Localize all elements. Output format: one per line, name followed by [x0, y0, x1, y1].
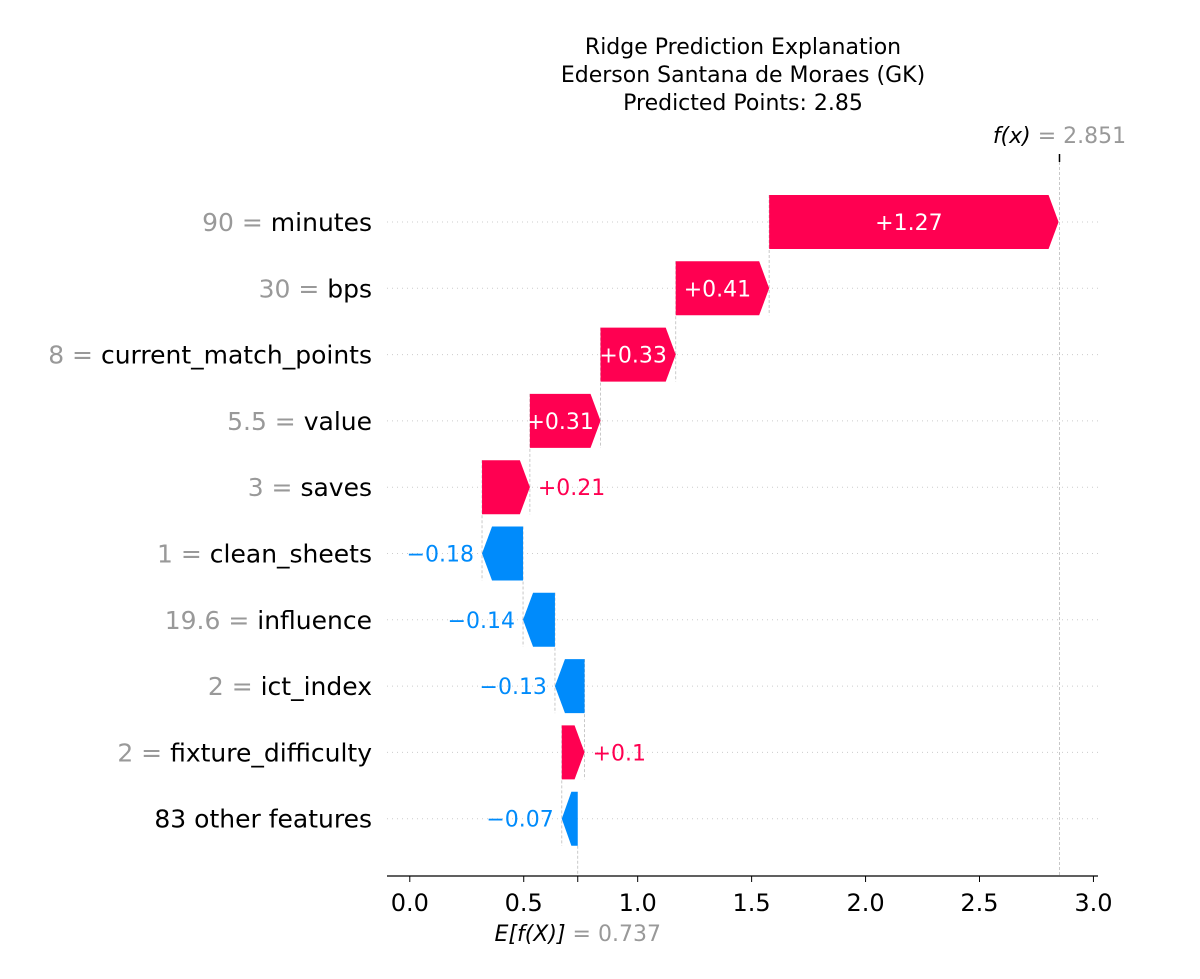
feature-value: 19.6 = [165, 606, 258, 635]
feature-name: 83 other features [154, 805, 372, 834]
bar-value-label: −0.14 [448, 609, 515, 634]
feature-name: clean_sheets [210, 540, 372, 569]
bar-value-label: −0.18 [407, 543, 474, 568]
feature-name: value [304, 407, 372, 436]
contribution-bar [561, 725, 585, 780]
feature-label: 2 = fixture_difficulty [117, 738, 372, 767]
feature-label: 19.6 = influence [165, 606, 372, 635]
x-axis: 0.0 0.5 1.0 1.5 2.0 2.5 3.0 E[f(X)] = 0.737 [387, 875, 1113, 947]
contribution-bars: +1.27 +0.41 +0.33 +0.31 +0.21 −0.18 −0.14 −0.13… [407, 195, 1059, 846]
feature-value: 1 = [157, 540, 210, 569]
bar-value-label: +0.1 [593, 741, 646, 766]
feature-name: fixture_difficulty [170, 738, 372, 767]
x-tick-label: 1.0 [619, 889, 657, 917]
feature-name: saves [300, 473, 372, 502]
feature-label: 8 = current_match_points [48, 341, 372, 370]
feature-value: 30 = [259, 274, 328, 303]
output-axis: f(x) = 2.851 [993, 124, 1126, 162]
feature-label: 30 = bps [259, 274, 372, 303]
feature-name: influence [257, 606, 372, 635]
output-value-prefix: f(x) [993, 124, 1031, 149]
bar-value-label: +0.21 [538, 476, 605, 501]
feature-label: 90 = minutes [202, 208, 372, 237]
feature-name: ict_index [261, 672, 372, 701]
x-tick-label: 3.0 [1074, 889, 1112, 917]
feature-label: 83 other features [154, 805, 372, 834]
feature-value: 5.5 = [227, 407, 304, 436]
bar-value-label: +0.31 [526, 410, 593, 435]
feature-name: current_match_points [101, 341, 372, 370]
output-value-number: = 2.851 [1031, 124, 1126, 149]
bar-value-label: +1.27 [875, 211, 942, 236]
feature-label: 1 = clean_sheets [157, 540, 372, 569]
contribution-bar [482, 460, 530, 515]
contribution-bar [523, 592, 555, 647]
feature-value: 8 = [48, 341, 101, 370]
bar-value-label: +0.41 [684, 277, 751, 302]
base-value-number: = 0.737 [566, 922, 661, 947]
chart-title: Ridge Prediction Explanation Ederson Sant… [561, 35, 925, 116]
title-line-3: Predicted Points: 2.85 [623, 91, 863, 116]
x-tick-label: 0.5 [505, 889, 543, 917]
contribution-bar [554, 659, 585, 714]
feature-label: 2 = ict_index [208, 672, 372, 701]
title-line-2: Ederson Santana de Moraes (GK) [561, 63, 925, 88]
feature-value: 90 = [202, 208, 271, 237]
x-tick-label: 0.0 [391, 889, 429, 917]
bar-value-label: −0.07 [486, 808, 553, 833]
feature-value: 2 = [208, 672, 261, 701]
feature-label: 5.5 = value [227, 407, 372, 436]
output-value-label: f(x) = 2.851 [993, 124, 1126, 149]
base-value-prefix: E[f(X)] [495, 922, 566, 947]
contribution-bar [675, 261, 770, 316]
contribution-bar [561, 791, 578, 846]
contribution-bar [769, 195, 1059, 249]
feature-labels: 90 = minutes 30 = bps 8 = current_match_po… [48, 208, 372, 834]
contribution-bar [600, 327, 676, 382]
feature-value: 2 = [117, 738, 170, 767]
feature-name: minutes [271, 208, 372, 237]
x-tick-label: 2.5 [960, 889, 998, 917]
feature-value: 3 = [248, 473, 301, 502]
bar-value-label: +0.33 [599, 344, 666, 369]
title-line-1: Ridge Prediction Explanation [585, 35, 901, 60]
feature-label: 3 = saves [248, 473, 372, 502]
feature-name: bps [327, 274, 372, 303]
x-tick-label: 1.5 [733, 889, 771, 917]
contribution-bar [529, 393, 601, 448]
x-tick-label: 2.0 [846, 889, 884, 917]
base-value-label: E[f(X)] = 0.737 [495, 922, 661, 947]
contribution-bar [482, 526, 524, 581]
bar-value-label: −0.13 [480, 675, 547, 700]
